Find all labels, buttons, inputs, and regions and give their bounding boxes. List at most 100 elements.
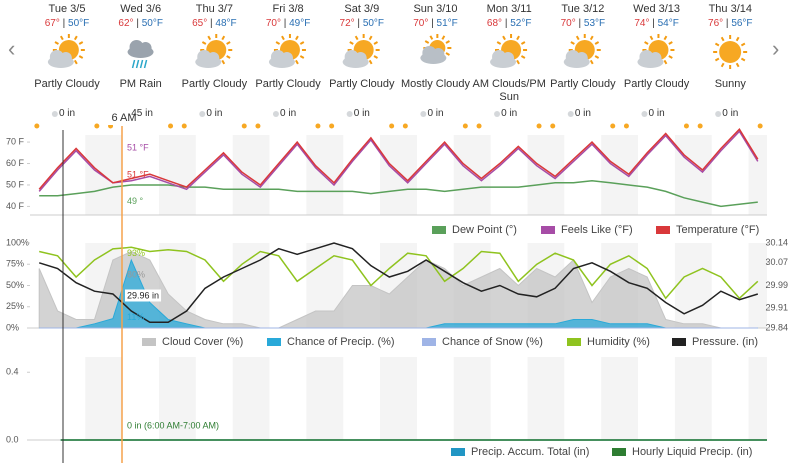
legend-label: Dew Point (°): [452, 224, 517, 236]
series-line: [38, 242, 759, 324]
drop-icon: [51, 111, 58, 117]
legend-swatch: [142, 338, 156, 346]
high-temp: 76°: [708, 18, 724, 29]
sun-ray: [516, 35, 520, 41]
sun-ray: [295, 59, 299, 65]
night-band: [601, 135, 639, 215]
night-band: [85, 357, 123, 440]
next-arrow[interactable]: ›: [772, 36, 780, 61]
weather-icon: [195, 34, 233, 68]
sun-ray: [221, 35, 226, 41]
annotation: 51 °F: [127, 143, 149, 153]
y-tick-label: 50 F: [6, 179, 25, 189]
night-band: [748, 357, 767, 440]
sun-small: [255, 123, 261, 129]
sun-small: [476, 123, 482, 129]
precip: 0 in: [501, 108, 518, 119]
cloud: [344, 50, 359, 64]
annotation: 51 °F: [127, 169, 149, 179]
precip: 0 in: [280, 108, 297, 119]
y2-tick-label: 29.99: [765, 280, 788, 290]
legend-swatch: [432, 226, 446, 234]
cloud: [422, 46, 437, 60]
sun-ray: [226, 41, 231, 45]
y-tick-label: 0%: [6, 322, 19, 332]
annotation: 93%: [127, 248, 145, 258]
y2-tick-label: 29.84: [765, 322, 788, 332]
sun-ray: [275, 41, 281, 45]
night-band: [601, 357, 639, 440]
y-tick-label: 60 F: [6, 158, 25, 168]
day-name: Fri 3/8: [272, 3, 304, 15]
condition: Mostly Cloudy: [400, 78, 471, 90]
y2-tick-label: 30.14: [765, 237, 788, 247]
legend-swatch: [612, 448, 626, 456]
day-name: Wed 3/6: [120, 3, 162, 15]
sun-ray: [720, 62, 725, 68]
day-temps: 72° | 50°F: [339, 18, 385, 29]
legend-swatch: [451, 448, 465, 456]
sun-ray: [354, 35, 359, 41]
sun-ray: [54, 41, 59, 45]
cloud: [197, 50, 212, 64]
day-temps: 65° | 48°F: [192, 18, 237, 29]
sun-ray: [373, 55, 379, 59]
cloud: [280, 52, 293, 64]
day-name: Mon 3/11: [486, 3, 532, 15]
high-temp: 70°: [413, 18, 429, 29]
weather-icon: [342, 34, 380, 68]
condition: PM Rain: [119, 78, 162, 90]
night-band: [232, 135, 270, 215]
rain-drop: [131, 59, 136, 69]
sun-ray: [73, 35, 78, 41]
annotation: 29.96 in: [127, 291, 159, 301]
precip: 0 in: [206, 108, 223, 119]
sun-ray: [299, 55, 305, 59]
high-temp: 70°: [560, 18, 576, 29]
condition: Partly Cloudy: [623, 78, 690, 90]
rain-drop: [135, 59, 140, 69]
weather-icon: [268, 34, 306, 68]
y-tick-label: 100%: [6, 237, 29, 247]
drop-icon: [272, 111, 279, 117]
sun-ray: [668, 41, 673, 45]
night-band: [453, 135, 491, 215]
y-tick-label: 40 F: [6, 201, 25, 211]
sun-ray: [221, 59, 226, 65]
sun-ray: [740, 42, 746, 47]
cloud: [575, 52, 588, 64]
low-temp: 52°F: [510, 18, 532, 29]
legend-label: Hourly Liquid Precip. (in): [632, 446, 752, 458]
low-temp: 51°F: [436, 18, 458, 29]
sun-small: [610, 123, 616, 129]
sun-small: [389, 123, 395, 129]
sun-ray: [424, 40, 430, 44]
sun-ray: [594, 41, 600, 45]
low-temp: 56°F: [731, 18, 753, 29]
sun-small: [683, 123, 689, 129]
precip: 0 in: [722, 108, 739, 119]
weather-icon: [713, 35, 748, 69]
sun-ray: [663, 35, 668, 41]
y-tick-label: 70 F: [6, 136, 25, 146]
sun-ray: [735, 62, 740, 68]
condition: Partly Cloudy: [550, 78, 616, 90]
sun-ray: [644, 41, 649, 45]
series-area: [38, 250, 758, 329]
day-temps: 74° | 54°F: [634, 18, 679, 29]
y-tick-label: 75%: [6, 259, 24, 269]
sun-ray: [368, 59, 373, 65]
series-line: [39, 246, 759, 300]
high-temp: 65°: [192, 18, 208, 29]
day-temps: 70° | 53°F: [560, 18, 606, 29]
condition: Partly Cloudy: [255, 78, 321, 90]
night-band: [674, 135, 712, 215]
legend-label: Chance of Precip. (%): [287, 336, 395, 348]
sun-ray: [740, 57, 746, 62]
drop-icon: [494, 111, 501, 117]
prev-arrow[interactable]: ‹: [8, 36, 16, 61]
cloud: [139, 42, 152, 54]
time-marker-label: 6 AM: [111, 112, 136, 124]
sun-ray: [349, 41, 354, 45]
